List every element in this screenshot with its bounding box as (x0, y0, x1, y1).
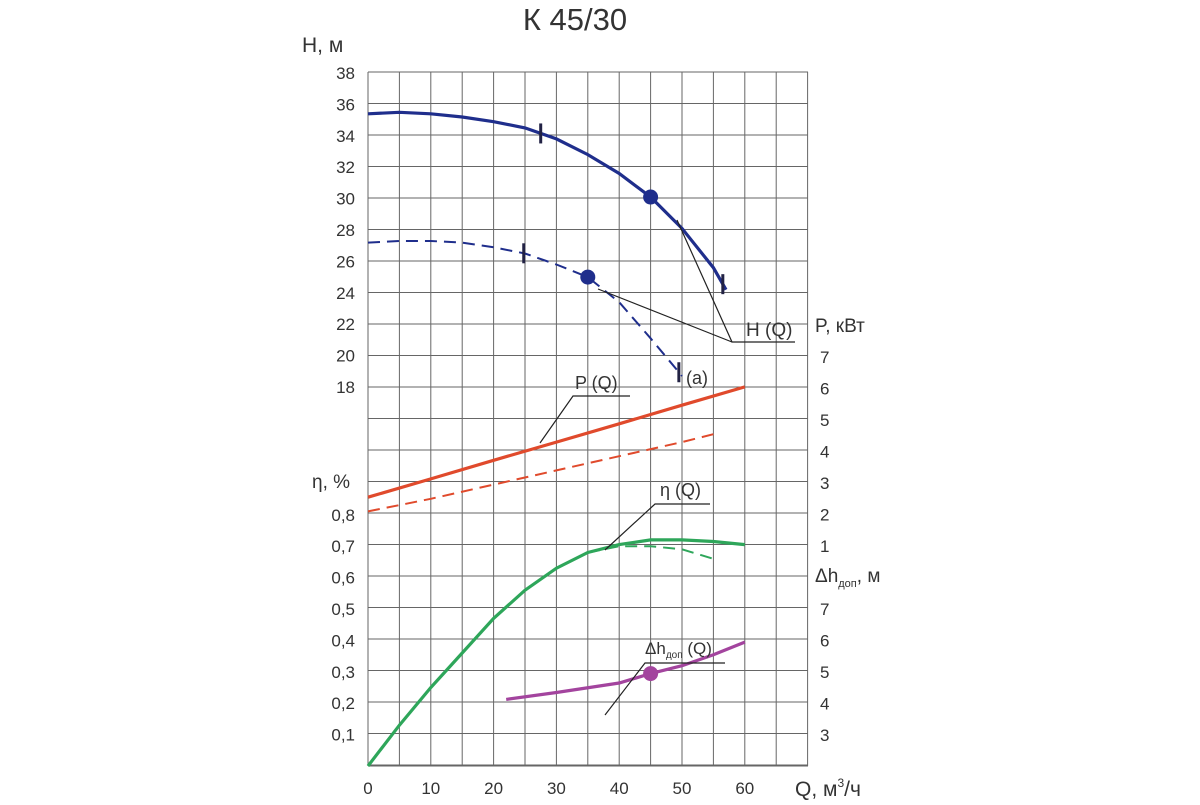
y-npsh-axis-label-part-0: Δh (815, 566, 838, 587)
y-power-tick-label: 6 (820, 380, 829, 399)
leader-line-npsh (604, 662, 725, 716)
y-npsh-tick-label: 4 (820, 695, 829, 714)
y-head-axis-label: H, м (302, 34, 343, 57)
y-power-axis-label: P, кВт (815, 316, 865, 337)
y-head-tick-label: 26 (336, 252, 355, 271)
y-head-tick-label: 34 (336, 127, 355, 146)
annotation-power: P (Q) (575, 373, 618, 393)
y-npsh-axis-label-part-1: доп (838, 578, 857, 590)
y-power-tick-label: 5 (820, 411, 829, 430)
y-head-tick-label: 30 (336, 190, 355, 209)
leader-line-head-dashed (597, 288, 733, 343)
y-efficiency-tick-label: 0,5 (331, 600, 355, 619)
series-line-p-q-a (367, 433, 714, 513)
y-head-tick-label: 24 (336, 284, 355, 303)
y-efficiency-tick-label: 0,4 (331, 631, 355, 650)
y-npsh-tick-label: 3 (820, 726, 829, 745)
y-npsh-tick-label: 5 (820, 663, 829, 682)
annotations: H (Q) (a) P (Q) η (Q) Δhдоп (Q) (539, 219, 795, 716)
annotation-head-dashed: (a) (686, 368, 708, 388)
y-efficiency-tick-label: 0,2 (331, 694, 355, 713)
series-line-q (366, 538, 745, 767)
series-line-p-q (367, 385, 746, 499)
y-head-tick-label: 18 (336, 378, 355, 397)
y-efficiency-tick-label: 0,8 (331, 506, 355, 525)
tick-labels: 0 10 20 30 40 50 6038363432302826242220180,80,… (331, 64, 829, 798)
duty-point-marker (580, 269, 596, 285)
x-axis-label-part-2: /ч (844, 778, 861, 800)
y-npsh-axis-label-part-2: , м (857, 566, 881, 587)
annotation-npsh-part-0: Δh (645, 639, 666, 658)
annotation-head: H (Q) (746, 320, 792, 341)
series (366, 110, 746, 767)
leader-line-power (539, 395, 630, 444)
y-npsh-tick-label: 6 (820, 632, 829, 651)
y-efficiency-tick-label: 0,3 (331, 663, 355, 682)
y-power-tick-label: 4 (820, 443, 829, 462)
y-efficiency-tick-label: 0,6 (331, 569, 355, 588)
x-tick-label: 40 (610, 779, 629, 798)
series-line-h-q (367, 110, 728, 291)
y-head-tick-label: 32 (336, 158, 355, 177)
duty-point-marker (643, 189, 659, 205)
leader-line-efficiency (604, 503, 710, 551)
series-line-q-a (587, 545, 714, 560)
x-tick-label: 50 (673, 779, 692, 798)
y-npsh-axis-label: Δhдоп, м (815, 566, 880, 590)
annotation-npsh: Δhдоп (Q) (645, 639, 712, 661)
x-tick-label: 60 (735, 779, 754, 798)
x-tick-label: 0 (363, 779, 372, 798)
x-axis-label-part-1: 3 (837, 776, 844, 790)
y-head-tick-label: 36 (336, 95, 355, 114)
duty-point-marker (643, 666, 659, 682)
grid (367, 71, 809, 767)
y-head-tick-label: 22 (336, 315, 355, 334)
y-head-tick-label: 28 (336, 221, 355, 240)
y-power-tick-label: 2 (820, 506, 829, 525)
x-tick-label: 20 (484, 779, 503, 798)
x-tick-label: 30 (547, 779, 566, 798)
annotation-efficiency: η (Q) (660, 480, 701, 500)
y-power-tick-label: 1 (820, 537, 829, 556)
chart-title: К 45/30 (523, 2, 627, 37)
y-efficiency-tick-label: 0,1 (331, 726, 355, 745)
y-efficiency-axis-label: η, % (312, 472, 350, 493)
y-power-tick-label: 7 (820, 348, 829, 367)
y-npsh-tick-label: 7 (820, 600, 829, 619)
annotation-npsh-part-1: доп (666, 650, 683, 661)
y-power-tick-label: 3 (820, 474, 829, 493)
y-head-tick-label: 38 (336, 64, 355, 83)
x-axis-label-part-0: Q, м (795, 778, 837, 800)
y-efficiency-tick-label: 0,7 (331, 537, 355, 556)
y-head-tick-label: 20 (336, 347, 355, 366)
x-tick-label: 10 (421, 779, 440, 798)
annotation-npsh-part-2: (Q) (683, 639, 712, 658)
x-axis-label: Q, м3/ч (795, 776, 861, 800)
